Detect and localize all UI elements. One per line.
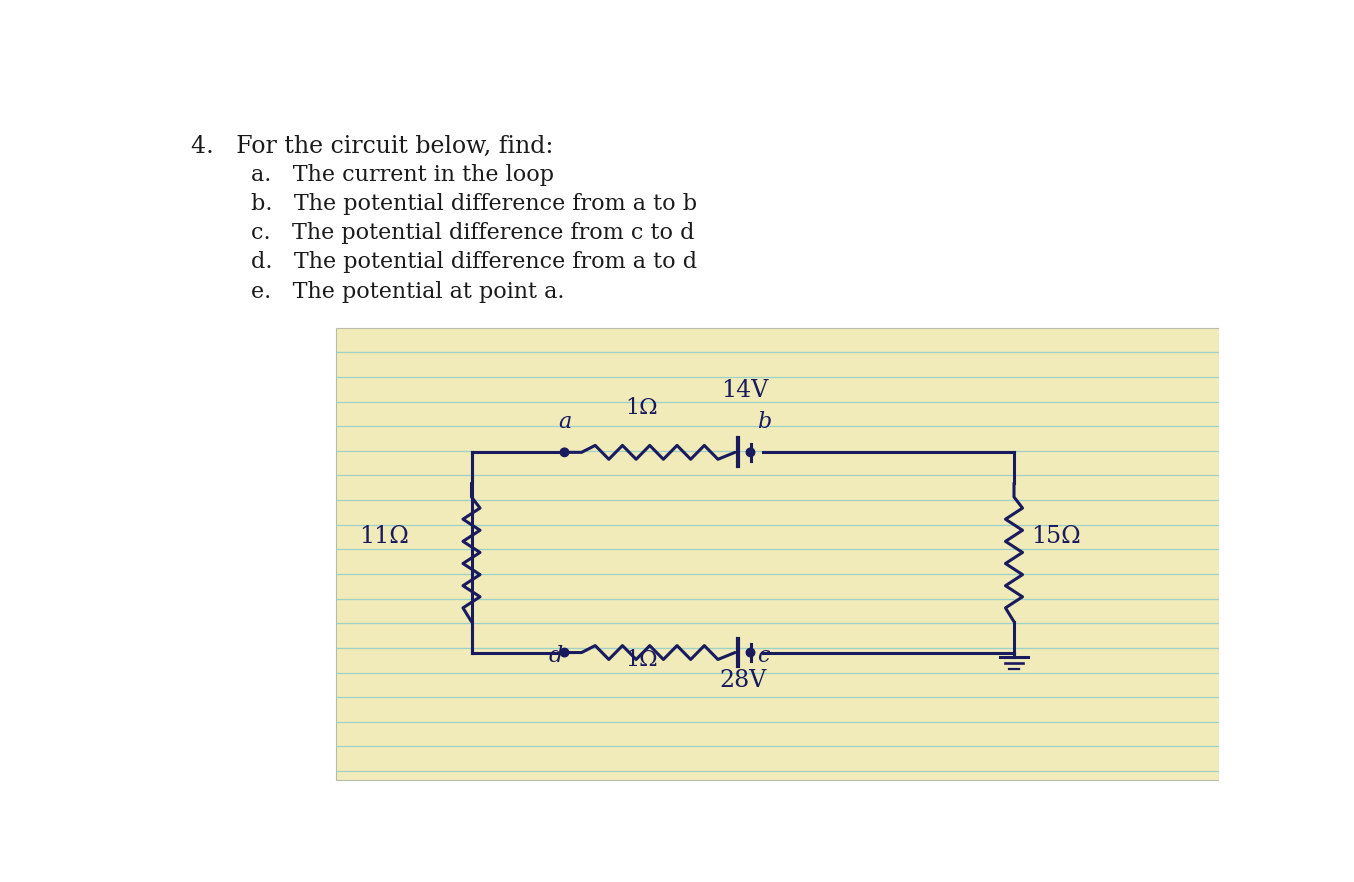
Text: b: b [757,411,770,433]
Bar [336,327,1219,780]
Text: a: a [558,411,571,433]
Text: 4.   For the circuit below, find:: 4. For the circuit below, find: [191,135,554,158]
Text: d.   The potential difference from a to d: d. The potential difference from a to d [250,251,697,273]
Text: 14V: 14V [720,379,768,402]
Text: 15Ω: 15Ω [1030,525,1080,549]
Text: 11Ω: 11Ω [360,525,409,549]
Circle shape [561,648,569,657]
Text: 28V: 28V [719,669,766,692]
Circle shape [561,448,569,457]
Text: e.   The potential at point a.: e. The potential at point a. [250,280,565,303]
Text: c: c [757,645,769,667]
Circle shape [746,648,754,657]
Text: 1Ω: 1Ω [626,397,658,419]
Circle shape [746,448,754,457]
Text: c.   The potential difference from c to d: c. The potential difference from c to d [250,222,695,244]
Text: d: d [548,645,563,667]
Text: a.   The current in the loop: a. The current in the loop [250,163,554,185]
Text: b.   The potential difference from a to b: b. The potential difference from a to b [250,193,697,215]
Text: 1Ω: 1Ω [626,649,658,671]
